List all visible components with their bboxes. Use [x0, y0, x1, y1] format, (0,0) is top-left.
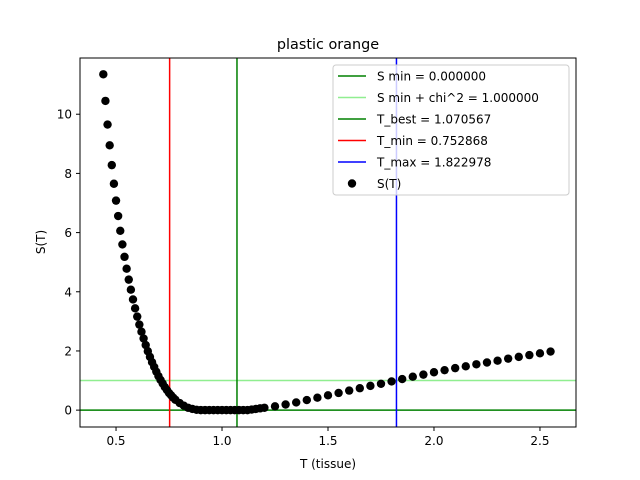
y-tick-label-4: 8: [64, 167, 72, 181]
point-0-75: [472, 360, 481, 369]
legend-label-1: S min + chi^2 = 1.000000: [377, 91, 539, 105]
point-0-82: [546, 347, 555, 356]
legend-label-0: S min = 0.000000: [377, 70, 486, 84]
point-0-81: [535, 349, 545, 358]
point-0-59: [302, 395, 312, 405]
point-0-17: [135, 320, 144, 329]
y-tick-label-0: 0: [64, 404, 72, 418]
point-0-55: [260, 403, 269, 412]
point-0-18: [137, 327, 146, 336]
point-0-77: [493, 356, 502, 365]
point-0-14: [128, 295, 138, 304]
point-0-73: [450, 363, 460, 373]
legend-label-2: T_best = 1.070567: [376, 113, 491, 127]
y-tick-label-3: 6: [64, 226, 72, 240]
point-0-19: [139, 334, 148, 343]
legend-label-3: T_min = 0.752868: [376, 134, 488, 148]
point-0-60: [313, 393, 322, 402]
y-axis-ticks: 0 2 4 6 8 10: [57, 108, 80, 418]
point-0-13: [126, 285, 136, 294]
point-0-0: [99, 70, 108, 79]
point-0-64: [355, 384, 364, 393]
point-0-67: [387, 377, 396, 386]
point-0-1: [101, 96, 110, 106]
point-0-66: [376, 379, 386, 388]
point-0-12: [124, 275, 133, 284]
x-axis-label: T (tissue): [299, 457, 356, 471]
x-tick-label-4: 2.5: [530, 434, 549, 448]
point-0-3: [105, 141, 114, 150]
x-tick-label-2: 1.5: [318, 434, 337, 448]
point-0-79: [514, 352, 523, 362]
point-0-62: [334, 388, 343, 398]
y-axis-label: S(T): [34, 230, 48, 254]
y-tick-label-2: 4: [64, 285, 72, 299]
point-0-57: [281, 400, 290, 409]
point-0-8: [116, 226, 125, 236]
point-0-78: [503, 354, 513, 363]
point-0-9: [118, 240, 127, 249]
point-0-71: [429, 368, 439, 377]
point-0-56: [270, 402, 280, 411]
legend-label-5: S(T): [377, 177, 401, 191]
point-0-61: [323, 391, 333, 400]
point-0-15: [130, 304, 140, 313]
legend-box: [332, 64, 570, 196]
legend-label-4: T_max = 1.822978: [376, 156, 491, 170]
point-0-69: [408, 372, 417, 381]
point-0-6: [111, 196, 121, 205]
legend-swatch-5: [347, 179, 357, 188]
y-tick-label-5: 10: [57, 108, 72, 122]
x-tick-label-0: 0.5: [106, 434, 125, 448]
point-0-74: [461, 362, 470, 371]
chart-title: plastic orange: [277, 37, 379, 53]
x-tick-label-3: 2.0: [424, 434, 443, 448]
y-tick-label-1: 2: [64, 344, 72, 358]
point-0-65: [366, 381, 375, 391]
x-axis-ticks: 0.5 1.0 1.5 2.0 2.5: [106, 427, 550, 448]
point-0-63: [344, 386, 354, 395]
point-0-7: [113, 211, 123, 221]
point-0-70: [419, 370, 428, 379]
point-0-80: [525, 350, 534, 360]
point-0-11: [122, 264, 131, 273]
x-tick-label-1: 1.0: [212, 434, 231, 448]
point-0-72: [440, 365, 449, 375]
point-0-10: [120, 252, 129, 262]
legend: S min = 0.000000 S min + chi^2 = 1.000000…: [332, 64, 570, 196]
scatter-points: [99, 70, 555, 415]
point-0-4: [107, 160, 116, 170]
point-0-16: [133, 312, 142, 321]
point-0-76: [482, 358, 492, 367]
point-0-5: [109, 179, 119, 188]
point-0-2: [103, 120, 112, 129]
point-0-58: [292, 398, 301, 407]
point-0-68: [397, 374, 407, 384]
